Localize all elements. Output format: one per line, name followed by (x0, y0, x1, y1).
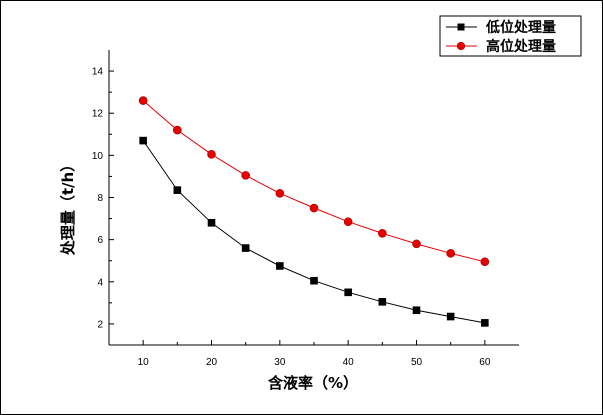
series-0-point (173, 186, 182, 194)
series-1-point (138, 96, 148, 105)
series-0-point (481, 319, 489, 327)
x-tick-label: 50 (411, 357, 423, 368)
series-group (138, 96, 490, 327)
series-0-point (139, 136, 147, 145)
x-tick-label: 20 (206, 357, 218, 368)
series-1-point (207, 150, 216, 159)
series-1-point (309, 203, 319, 213)
x-tick-label: 60 (479, 357, 491, 368)
series-1-point (275, 188, 285, 198)
y-tick-label: 10 (92, 151, 104, 162)
y-tick-label: 14 (92, 67, 104, 78)
x-axis-title: 含液率（%） (268, 374, 358, 392)
series-0-point (241, 244, 250, 252)
axes: 10 20 30 40 50 60 2 4 6 8 10 12 14 (92, 50, 519, 368)
series-0-point (207, 218, 216, 227)
y-tick-label: 2 (97, 319, 103, 330)
y-tick-label: 6 (97, 235, 103, 246)
y-tick-label: 8 (97, 193, 103, 204)
legend-marker-1 (456, 41, 466, 51)
series-0-point (276, 262, 284, 270)
x-tick-label: 30 (274, 357, 286, 368)
series-0-point (310, 276, 318, 285)
series-1-point (241, 171, 250, 180)
y-tick-label: 4 (97, 277, 103, 288)
series-1-point (173, 125, 182, 135)
series-0-point (412, 306, 421, 315)
series-1-point (412, 239, 421, 249)
legend-label-0: 低位处理量 (485, 19, 556, 36)
legend-label-1: 高位处理量 (486, 38, 556, 55)
series-line-0 (142, 140, 485, 324)
series-0-point (378, 298, 387, 306)
legend: 低位处理量 高位处理量 (439, 15, 582, 57)
series-line-1 (142, 100, 485, 263)
legend-marker-0 (457, 23, 465, 31)
x-tick-label: 10 (138, 357, 150, 368)
series-1-point (480, 257, 490, 267)
series-1-point (378, 229, 387, 238)
series-0-point (446, 312, 455, 321)
series-1-point (343, 217, 353, 227)
legend-box (439, 15, 582, 57)
y-axis-title: 处理量（t/h） (59, 157, 77, 256)
y-tick-label: 12 (92, 109, 104, 120)
series-1-point (446, 249, 455, 258)
x-tick-label: 40 (343, 357, 355, 368)
series-0-point (344, 288, 352, 297)
